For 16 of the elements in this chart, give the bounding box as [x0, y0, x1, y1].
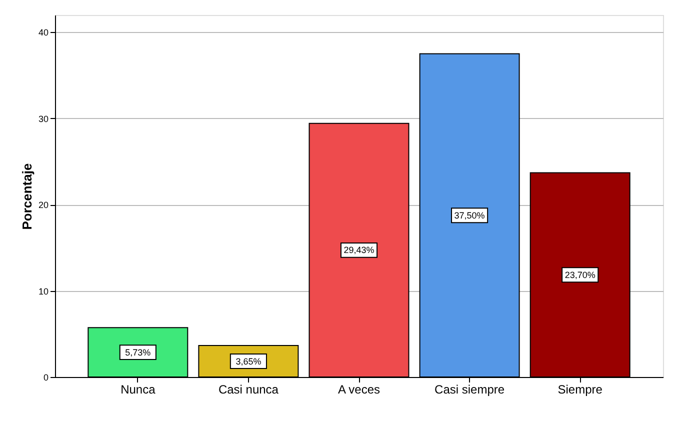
y-tick-label: 20 [38, 200, 48, 210]
x-tick-label: Casi nunca [218, 382, 279, 396]
y-tick-label: 40 [38, 28, 48, 38]
data-label: 5,73% [125, 347, 151, 358]
data-label: 29,43% [344, 245, 374, 256]
y-tick-label: 10 [38, 286, 48, 296]
x-tick-label: Casi siempre [434, 382, 505, 396]
data-label: 37,50% [454, 210, 485, 220]
x-tick-label: Nunca [120, 382, 156, 396]
x-tick-label: A veces [338, 382, 380, 396]
x-tick-label: Siempre [558, 382, 603, 396]
y-axis-title: Porcentaje [19, 163, 34, 230]
y-tick-label: 0 [43, 372, 48, 382]
data-label: 3,65% [236, 356, 262, 366]
y-tick-label: 30 [38, 114, 48, 124]
data-label: 23,70% [564, 270, 596, 280]
